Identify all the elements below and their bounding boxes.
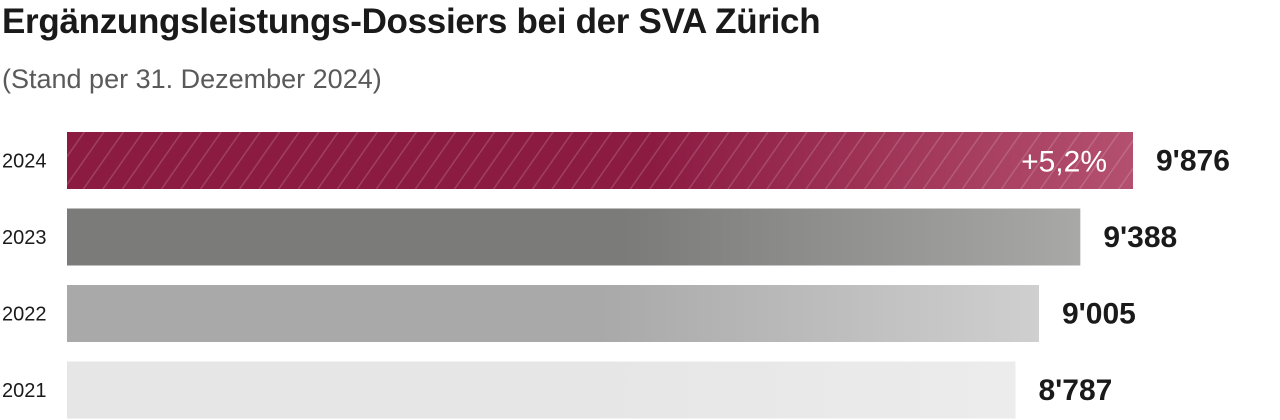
chart-title: Ergänzungsleistungs-Dossiers bei der SVA… xyxy=(2,2,821,41)
value-label-2022: 9'005 xyxy=(1062,298,1136,331)
category-label-2024: 2024 xyxy=(2,151,47,173)
bar-2021 xyxy=(67,361,1016,419)
bar-annotation-2024: +5,2% xyxy=(1021,146,1107,179)
value-label-2023: 9'388 xyxy=(1103,221,1177,254)
category-label-2021: 2021 xyxy=(2,380,47,402)
category-label-2022: 2022 xyxy=(2,304,47,326)
value-label-2024: 9'876 xyxy=(1156,145,1230,178)
category-label-2023: 2023 xyxy=(2,227,47,249)
bar-hatch-2024 xyxy=(67,132,1133,189)
chart-subtitle: (Stand per 31. Dezember 2024) xyxy=(2,64,382,94)
bar-2023 xyxy=(67,208,1081,266)
bars-group: +5,2% 2024 9'876 2023 9'388 2022 9'005 2021 8'78… xyxy=(2,132,1230,419)
value-label-2021: 8'787 xyxy=(1038,374,1112,407)
bar-2022 xyxy=(67,285,1039,342)
